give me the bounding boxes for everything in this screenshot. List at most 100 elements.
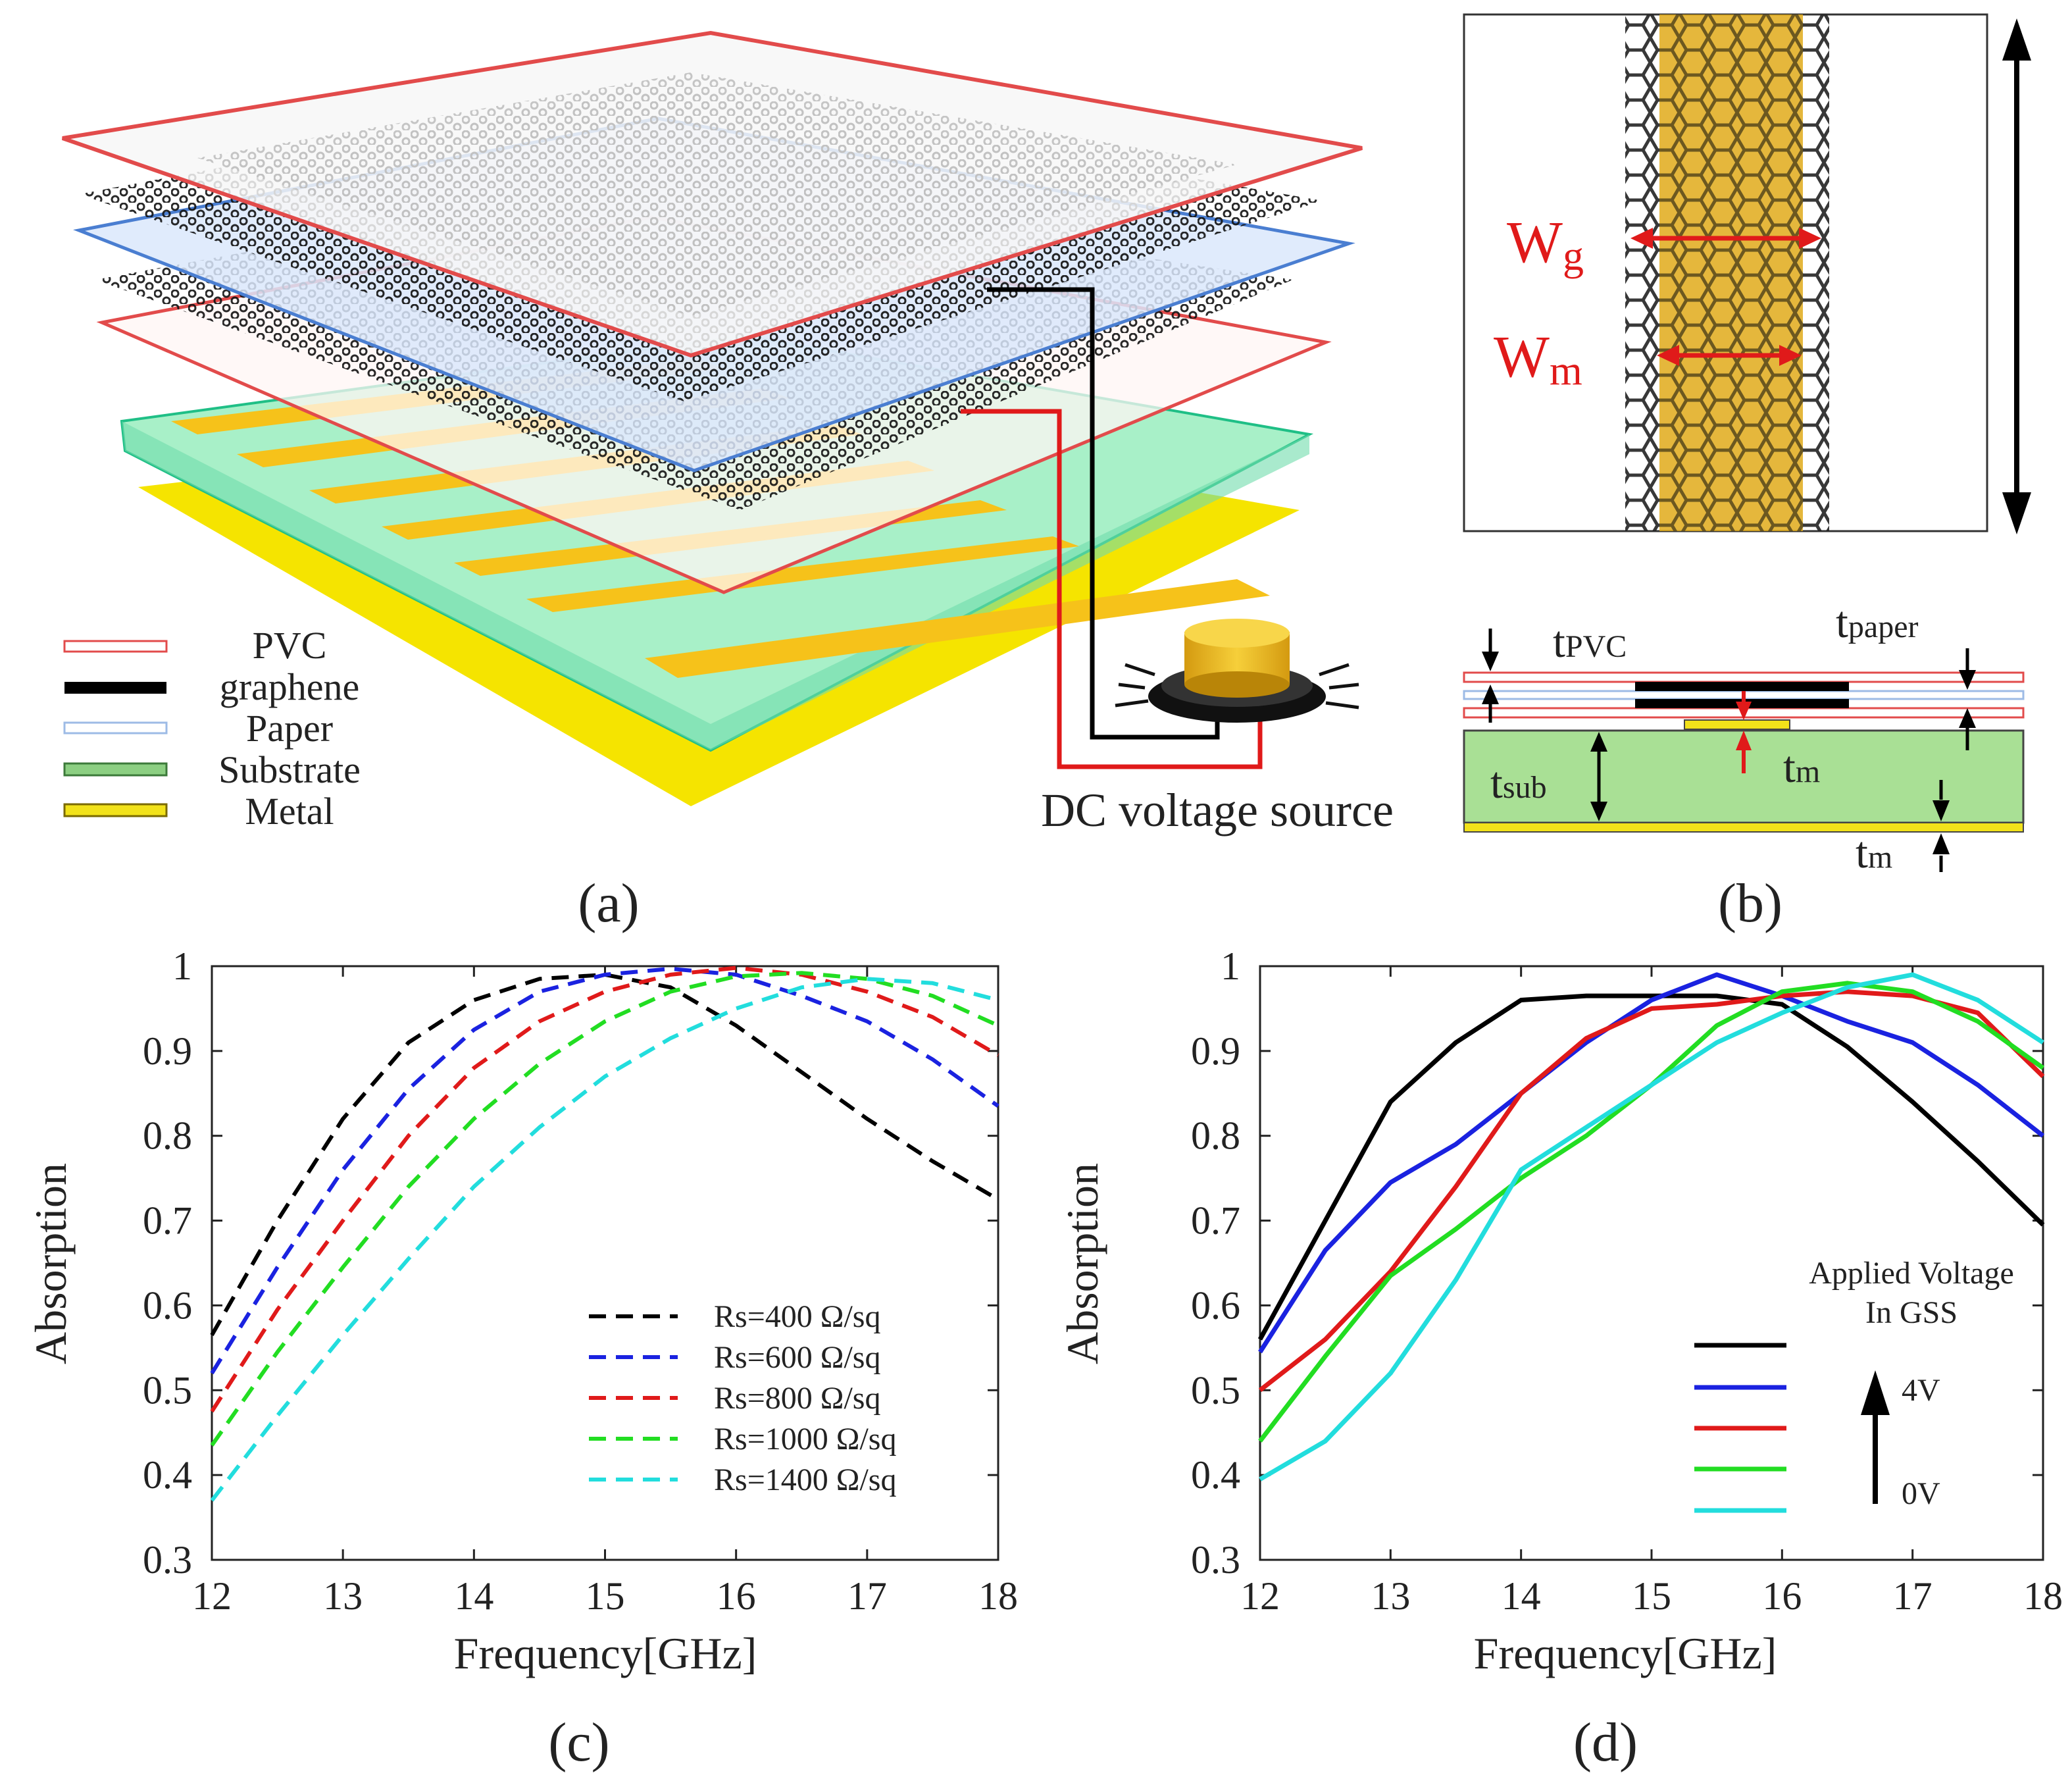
y-tick-label: 0.3 [1191, 1538, 1240, 1582]
t-m-label-red: tm [1783, 742, 1820, 792]
chart-d-legend: Applied Voltage In GSS 4V 0V [1694, 1256, 2014, 1513]
series-line-4 [210, 977, 999, 1502]
legend-swatch-pvc [63, 640, 168, 653]
legend-d-title-line1: Applied Voltage [1809, 1256, 2014, 1291]
legend-c-label-0: Rs=400 Ω/sq [714, 1299, 880, 1334]
black-wire [987, 287, 1220, 740]
red-wire [961, 409, 1263, 769]
dc-source-label: DC voltage source [1041, 784, 1394, 837]
series-line-3 [210, 971, 999, 1447]
series-line-0 [210, 972, 999, 1336]
series-line-1 [1258, 972, 2045, 1354]
legend-d-title-line2: In GSS [1865, 1295, 1958, 1330]
y-tick-label: 1 [172, 944, 192, 988]
legend-d-low: 0V [1902, 1476, 1940, 1511]
panel-a-stack-illustration: DC voltage source PVC graphene Paper Sub… [62, 30, 1394, 934]
t-pvc-label: tPVC [1553, 617, 1627, 667]
x-tick-label: 14 [454, 1574, 493, 1618]
caption-b: (b) [1718, 873, 1782, 934]
x-tick-label: 12 [1240, 1574, 1280, 1618]
chart-c: 12 13 14 15 16 17 18 0.3 0.4 0.5 0.6 0.7 0.8 0.9 1 Fr… [26, 944, 1018, 1773]
chart-d: 12 13 14 15 16 17 18 0.3 0.4 0.5 0.6 0.7 0.8 0.9 1 Fr… [1057, 944, 2063, 1773]
legend-c-label-1: Rs=600 Ω/sq [714, 1340, 880, 1375]
y-tick-label: 0.3 [143, 1538, 192, 1582]
x-tick-label: 13 [323, 1574, 363, 1618]
y-tick-label: 0.9 [1191, 1029, 1240, 1073]
x-tick-label: 16 [717, 1574, 756, 1618]
chart-c-yticks: 0.3 0.4 0.5 0.6 0.7 0.8 0.9 1 [143, 944, 998, 1582]
caption-d: (d) [1573, 1712, 1638, 1773]
x-tick-label: 15 [1632, 1574, 1671, 1618]
x-tick-label: 12 [192, 1574, 232, 1618]
legend-swatch-paper [63, 721, 168, 735]
t-sub-label: tsub [1490, 758, 1547, 808]
y-tick-label: 0.5 [143, 1368, 192, 1412]
x-tick-label: 18 [978, 1574, 1018, 1618]
cross-section: tPVC tpaper tsub tm tm [1463, 597, 2025, 877]
legend-c-label-3: Rs=1000 Ω/sq [714, 1422, 896, 1457]
legend-label-paper: Paper [246, 707, 333, 750]
chart-c-ylabel: Absorption [26, 1163, 76, 1364]
y-tick-label: 0.6 [1191, 1283, 1240, 1327]
x-tick-label: 18 [2023, 1574, 2063, 1618]
chart-d-yticks: 0.3 0.4 0.5 0.6 0.7 0.8 0.9 1 [1191, 944, 2043, 1582]
x-tick-label: 17 [1893, 1574, 1933, 1618]
chart-c-lines [210, 966, 999, 1502]
series-line-4 [1259, 972, 2044, 1482]
x-tick-label: 15 [586, 1574, 625, 1618]
legend-label-graphene: graphene [220, 665, 360, 708]
chart-c-xlabel: Frequency[GHz] [454, 1628, 757, 1678]
series-line-2 [1258, 989, 2045, 1393]
cs-pvc-top [1463, 671, 2025, 683]
x-tick-label: 13 [1371, 1574, 1410, 1618]
legend-d-high: 4V [1902, 1373, 1940, 1408]
chart-c-legend: Rs=400 Ω/sq Rs=600 Ω/sq Rs=800 Ω/sq Rs=1… [589, 1299, 896, 1497]
period-arrow [2002, 18, 2031, 534]
dc-source-icon [1115, 619, 1359, 723]
series-line-2 [210, 966, 999, 1413]
cs-graphene-top [1635, 682, 1849, 691]
caption-a: (a) [578, 873, 639, 934]
layer-legend: PVC graphene Paper Substrate Metal [63, 624, 361, 833]
panel-b-unit-cell: Wg Wm [1463, 13, 2031, 934]
x-tick-label: 17 [847, 1574, 887, 1618]
y-tick-label: 0.7 [143, 1199, 192, 1243]
legend-c-label-4: Rs=1400 Ω/sq [714, 1462, 896, 1497]
y-tick-label: 0.8 [1191, 1114, 1240, 1158]
legend-label-substrate: Substrate [218, 748, 361, 791]
y-tick-label: 0.4 [143, 1453, 192, 1497]
y-tick-label: 0.8 [143, 1114, 192, 1158]
cs-ground-metal [1463, 822, 2024, 833]
chart-d-ylabel: Absorption [1057, 1163, 1107, 1364]
wg-label: Wg [1507, 210, 1584, 279]
series-line-0 [1257, 993, 2045, 1341]
chart-d-xlabel: Frequency[GHz] [1474, 1628, 1777, 1678]
chart-c-xticks: 12 13 14 15 16 17 18 [192, 966, 1018, 1618]
caption-c: (c) [548, 1712, 609, 1773]
t-m-label-ground: tm [1856, 827, 1892, 877]
y-tick-label: 0.6 [143, 1283, 192, 1327]
legend-swatch-graphene [64, 682, 166, 694]
legend-swatch-metal [63, 803, 168, 817]
t-paper-label: tpaper [1836, 597, 1919, 647]
wg-arrow [1630, 228, 1821, 249]
legend-c-label-2: Rs=800 Ω/sq [714, 1381, 880, 1416]
voltage-arrow [1861, 1370, 1890, 1504]
x-tick-label: 14 [1502, 1574, 1541, 1618]
y-tick-label: 1 [1221, 944, 1240, 988]
cs-metal-strip [1684, 719, 1790, 730]
y-tick-label: 0.4 [1191, 1453, 1240, 1497]
wm-arrow [1657, 345, 1802, 366]
x-tick-label: 16 [1762, 1574, 1802, 1618]
legend-swatch-substrate [63, 762, 168, 777]
y-tick-label: 0.9 [143, 1029, 192, 1073]
y-tick-label: 0.7 [1191, 1199, 1240, 1243]
chart-d-xticks: 12 13 14 15 16 17 18 [1240, 966, 2063, 1618]
y-tick-label: 0.5 [1191, 1368, 1240, 1412]
wm-label: Wm [1494, 324, 1582, 394]
series-line-1 [210, 966, 999, 1375]
legend-label-pvc: PVC [253, 624, 327, 667]
legend-label-metal: Metal [245, 790, 334, 833]
chart-d-lines [1257, 972, 2045, 1482]
